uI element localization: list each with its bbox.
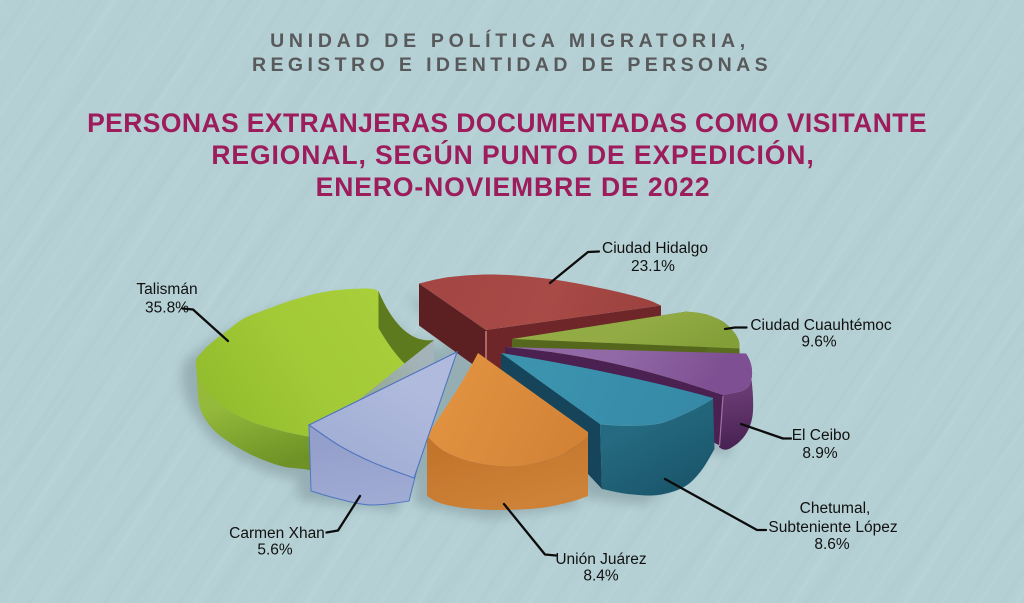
svg-text:ENERO-NOVIEMBRE DE 2022: ENERO-NOVIEMBRE DE 2022: [316, 172, 711, 202]
svg-text:9.6%: 9.6%: [801, 334, 837, 351]
svg-text:8.9%: 8.9%: [802, 445, 838, 462]
svg-text:23.1%: 23.1%: [631, 258, 675, 275]
svg-text:Ciudad Cuauhtémoc: Ciudad Cuauhtémoc: [750, 317, 892, 334]
svg-text:PERSONAS EXTRANJERAS DOCUMENTA: PERSONAS EXTRANJERAS DOCUMENTADAS COMO V…: [87, 108, 927, 138]
svg-text:Ciudad Hidalgo: Ciudad Hidalgo: [602, 240, 708, 257]
svg-text:UNIDAD DE POLÍTICA MIGRATORIA,: UNIDAD DE POLÍTICA MIGRATORIA,: [270, 29, 750, 52]
svg-text:8.4%: 8.4%: [583, 568, 619, 585]
svg-text:REGISTRO E IDENTIDAD DE PERSON: REGISTRO E IDENTIDAD DE PERSONAS: [252, 54, 772, 76]
svg-text:Subteniente López: Subteniente López: [768, 519, 897, 536]
svg-text:El Ceibo: El Ceibo: [792, 427, 851, 444]
svg-text:5.6%: 5.6%: [257, 542, 293, 559]
svg-text:Carmen Xhan: Carmen Xhan: [229, 525, 325, 542]
svg-text:REGIONAL, SEGÚN PUNTO DE EXPED: REGIONAL, SEGÚN PUNTO DE EXPEDICIÓN,: [211, 140, 814, 170]
svg-text:35.8%: 35.8%: [145, 300, 189, 317]
svg-text:8.6%: 8.6%: [814, 536, 850, 553]
svg-text:Unión Juárez: Unión Juárez: [555, 551, 646, 568]
svg-text:Talismán: Talismán: [136, 281, 197, 298]
svg-text:Chetumal,: Chetumal,: [800, 500, 871, 517]
